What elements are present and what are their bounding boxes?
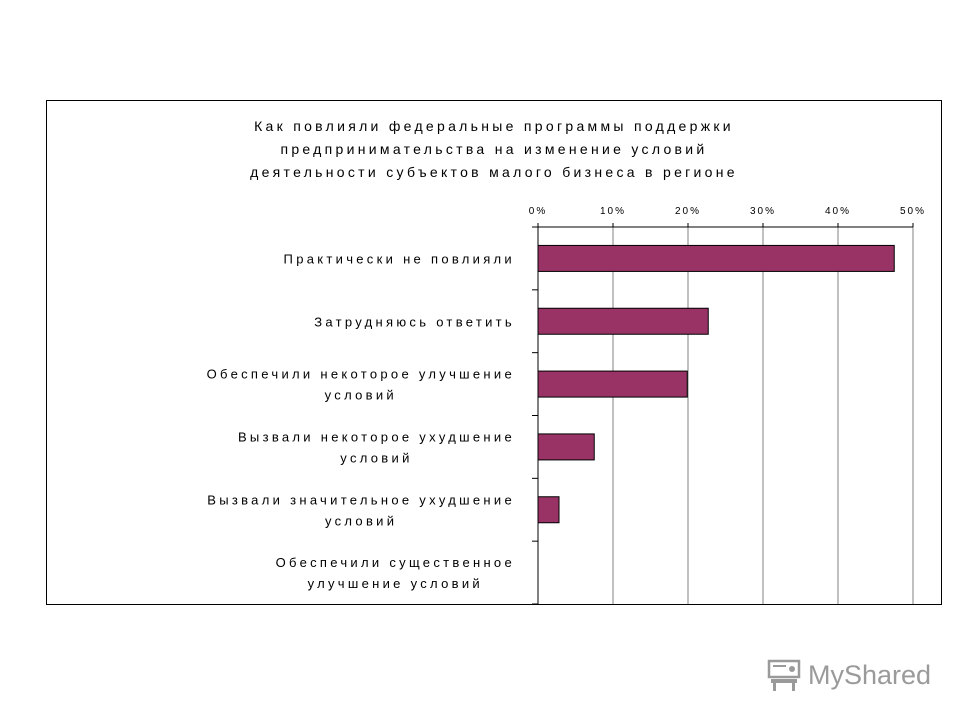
category-label: Практически не повлияли: [284, 251, 515, 266]
bar: [537, 496, 560, 524]
category-label: условий: [340, 450, 412, 465]
x-tick-label: 30%: [750, 206, 776, 217]
bar: [537, 433, 595, 461]
bar: [537, 244, 895, 272]
chart-title-line-3: деятельности субъектов малого бизнеса в …: [250, 164, 738, 180]
category-label: улучшение условий: [308, 576, 483, 591]
category-label: Вызвали значительное ухудшение: [207, 492, 515, 507]
x-tick-label: 50%: [900, 206, 926, 217]
x-tick-label: 10%: [600, 206, 626, 217]
teacher-desk-icon: [767, 659, 801, 691]
category-label: условий: [325, 388, 397, 403]
chart-title-line-1: Как повлияли федеральные программы подде…: [254, 118, 734, 134]
watermark: MyShared: [766, 655, 931, 695]
x-tick-label: 40%: [825, 206, 851, 217]
x-tick-label: 0%: [529, 206, 547, 217]
chart-frame: [46, 100, 942, 605]
x-tick-label: 20%: [675, 206, 701, 217]
category-label: Обеспечили существенное: [276, 555, 515, 570]
category-label: Вызвали некоторое ухудшение: [238, 429, 515, 444]
category-label: Обеспечили некоторое улучшение: [207, 367, 515, 382]
bar: [537, 370, 688, 398]
category-label: Затрудняюсь ответить: [314, 314, 515, 329]
chart-title-line-2: предпринимательства на изменение условий: [280, 141, 708, 157]
bar: [537, 307, 709, 335]
category-label: условий: [325, 513, 397, 528]
chart-title: Как повлияли федеральные программы подде…: [46, 115, 942, 184]
watermark-text: MyShared: [808, 659, 932, 690]
